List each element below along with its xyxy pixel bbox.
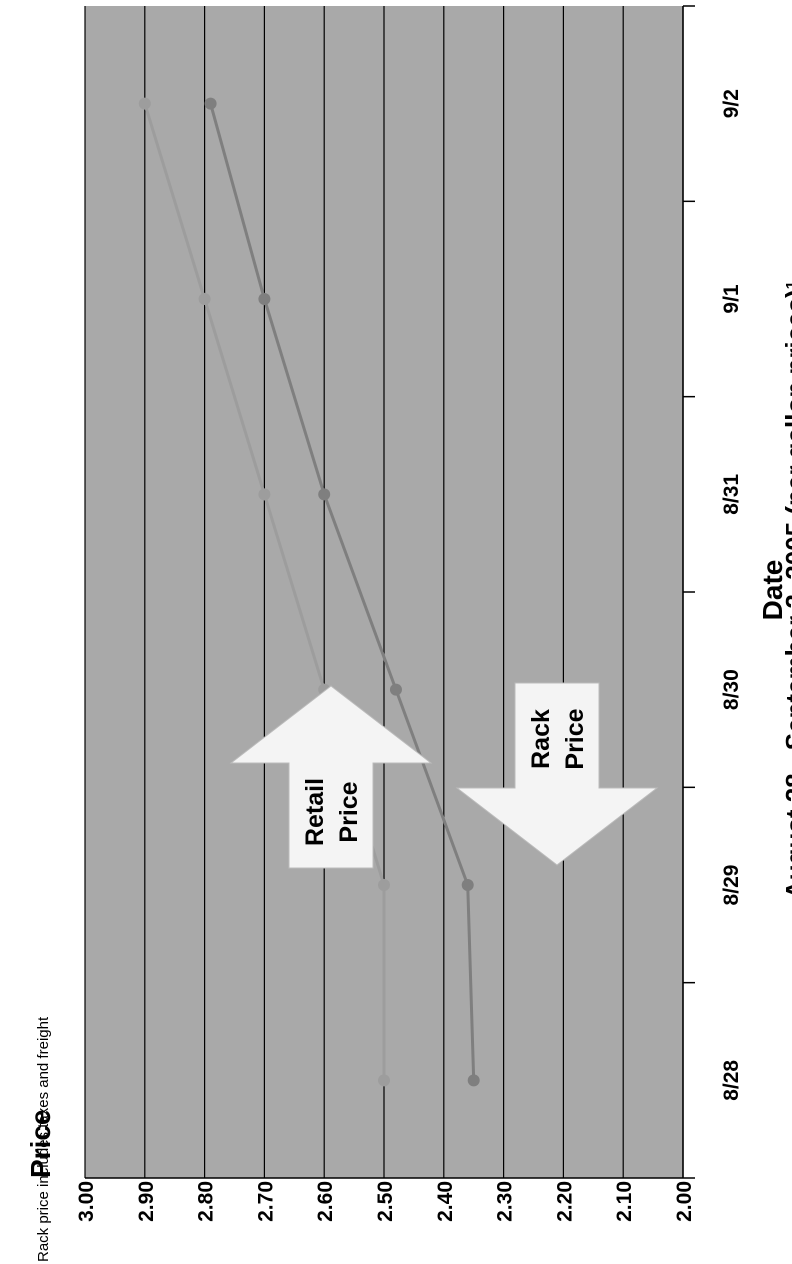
series-1-point-0 bbox=[467, 1074, 480, 1087]
y-tick-label-1: 2.10 bbox=[613, 1181, 636, 1222]
x-tick-label-3: 8/31 bbox=[720, 474, 743, 515]
series-0-point-0 bbox=[378, 1074, 390, 1087]
series-1-point-4 bbox=[258, 293, 271, 305]
series-line-1 bbox=[209, 103, 476, 1081]
chart-title-footnote-mark: 1 bbox=[783, 281, 792, 289]
y-tick-label-9: 2.90 bbox=[135, 1181, 158, 1222]
x-tick-marks bbox=[683, 5, 695, 1179]
series-1-point-1 bbox=[461, 879, 474, 891]
x-tick-label-4: 9/1 bbox=[720, 284, 743, 314]
y-axis-title: Price bbox=[25, 1110, 56, 1179]
rack-callout-line-1: Rack bbox=[527, 709, 555, 769]
chart-title-text: August 28 - September 2, 2005 (per gallo… bbox=[780, 281, 792, 899]
series-0-point-5 bbox=[138, 97, 151, 110]
y-tick-label-3: 2.30 bbox=[494, 1181, 517, 1222]
series-0-point-3 bbox=[258, 488, 271, 501]
series-0-point-1 bbox=[378, 879, 390, 891]
retail-callout-line-1: Retail bbox=[301, 778, 329, 846]
chart-title-main: August 28 - September 2, 2005 (per gallo… bbox=[780, 289, 792, 899]
x-tick-label-5: 9/2 bbox=[720, 89, 743, 118]
y-tick-label-10: 3.00 bbox=[75, 1181, 98, 1222]
x-tick-labels: 8/28 8/29 8/30 8/31 9/1 9/2 bbox=[720, 89, 743, 1101]
series-line-0 bbox=[143, 103, 386, 1081]
y-tick-labels: 2.00 2.10 2.20 2.30 2.40 2.50 2.60 2.70 2.80 2.90… bbox=[75, 1181, 696, 1222]
y-tick-label-8: 2.80 bbox=[195, 1181, 218, 1222]
x-tick-label-1: 8/29 bbox=[720, 865, 743, 906]
retail-price-callout: Retail Price bbox=[229, 685, 433, 869]
footnote: Rack price includes taxes and freight bbox=[35, 1016, 52, 1262]
series-1-point-5 bbox=[204, 97, 217, 110]
y-tick-label-7: 2.70 bbox=[254, 1181, 277, 1222]
y-tick-label-2: 2.20 bbox=[553, 1181, 576, 1222]
x-tick-label-0: 8/28 bbox=[720, 1060, 743, 1101]
series-lines bbox=[138, 97, 480, 1087]
x-tick-label-2: 8/30 bbox=[720, 669, 743, 710]
y-tick-label-0: 2.00 bbox=[673, 1181, 696, 1222]
plot-root: Retail Price Rack Price bbox=[84, 5, 695, 1179]
rack-price-callout: Rack Price bbox=[455, 682, 659, 866]
series-1-point-3 bbox=[318, 488, 331, 501]
x-axis-title: Date bbox=[757, 560, 788, 621]
series-0-point-4 bbox=[198, 293, 211, 305]
retail-callout-line-2: Price bbox=[335, 781, 363, 842]
rack-callout-line-2: Price bbox=[561, 708, 589, 769]
series-1-point-2 bbox=[389, 683, 402, 696]
y-tick-label-6: 2.60 bbox=[314, 1181, 337, 1222]
y-tick-label-4: 2.40 bbox=[434, 1181, 457, 1222]
y-tick-label-5: 2.50 bbox=[374, 1181, 397, 1222]
chart-title-group: August 28 - September 2, 2005 (per gallo… bbox=[780, 281, 792, 899]
